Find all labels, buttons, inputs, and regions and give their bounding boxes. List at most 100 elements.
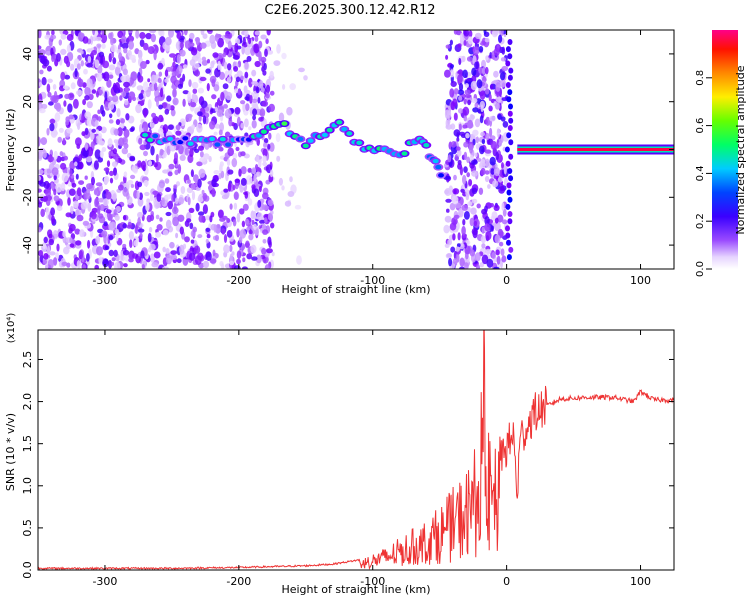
- spectrogram-burst-blob: [507, 53, 513, 60]
- spectrogram-noise-blob: [241, 46, 245, 55]
- spectrogram-noise-blob: [108, 119, 114, 124]
- spectrogram-noise-blob: [484, 37, 490, 43]
- spectrogram-noise-blob: [234, 88, 239, 94]
- spectrogram-noise-blob: [242, 102, 246, 113]
- spectrogram-noise-blob: [484, 175, 490, 183]
- spectrogram-noise-blob: [198, 211, 205, 216]
- spectrogram-noise-blob: [232, 55, 240, 60]
- y-tick-label: 40: [21, 47, 34, 61]
- spectrogram-noise-blob: [86, 63, 93, 68]
- spectrogram-burst-blob: [508, 139, 514, 146]
- spectrogram-noise-blob: [217, 209, 224, 219]
- spectrogram-noise-blob: [86, 183, 93, 190]
- spectrogram-noise-blob: [85, 192, 91, 200]
- spectrogram-noise-blob: [111, 161, 118, 168]
- spectrogram-noise-blob: [467, 36, 473, 45]
- spectrogram-noise-blob: [496, 255, 501, 265]
- spectrogram-burst-blob: [507, 125, 513, 131]
- spectrogram-noise-blob: [124, 86, 130, 93]
- spectrogram-noise-blob: [444, 189, 450, 195]
- spectrogram-noise-blob: [248, 126, 252, 131]
- spectrogram-noise-blob: [481, 67, 486, 75]
- spectrogram-noise-blob: [478, 187, 484, 195]
- spectrogram-noise-blob: [244, 118, 249, 128]
- spectrogram-noise-blob: [187, 179, 191, 184]
- spectrogram-noise-blob: [42, 259, 47, 265]
- spectrogram-noise-blob: [219, 161, 224, 167]
- spectrogram-burst-blob: [505, 160, 511, 167]
- colorbar-tick-label: 0.6: [695, 118, 706, 134]
- spectrogram-burst-blob: [508, 103, 513, 110]
- spectrogram-noise-blob: [139, 144, 147, 151]
- spectrogram-noise-blob: [94, 149, 102, 160]
- spectrogram-noise-blob: [84, 111, 92, 119]
- spectrogram-noise-blob: [189, 59, 196, 67]
- spectrogram-noise-blob: [83, 68, 88, 75]
- spectrogram-noise-blob: [108, 234, 114, 241]
- spectrogram-noise-blob: [454, 202, 462, 209]
- spectrogram-noise-blob: [85, 156, 93, 163]
- spectrogram-noise-blob: [52, 95, 59, 104]
- y-tick-label: 0: [21, 146, 34, 153]
- spectrogram-noise-blob: [56, 205, 63, 211]
- spectrogram-burst-blob: [506, 132, 512, 139]
- spectrogram-noise-blob: [217, 37, 225, 48]
- spectrogram-noise-blob: [162, 266, 169, 269]
- spectrogram-noise-blob: [76, 89, 83, 96]
- spectrogram-noise-blob: [284, 200, 292, 207]
- spectrogram-noise-blob: [128, 258, 134, 263]
- spectrogram-noise-blob: [62, 230, 66, 238]
- spectrogram-noise-blob: [171, 194, 175, 203]
- spectrogram-noise-blob: [97, 116, 102, 122]
- spectrogram-noise-blob: [197, 87, 204, 94]
- spectrogram-noise-blob: [174, 197, 179, 205]
- spectrogram-noise-blob: [148, 160, 152, 167]
- spectrogram-noise-blob: [121, 36, 127, 44]
- spectrogram-noise-blob: [103, 71, 110, 82]
- spectrogram-noise-blob: [205, 68, 211, 74]
- spectrogram-noise-blob: [479, 90, 486, 100]
- spectrogram-noise-blob: [130, 184, 135, 188]
- spectrogram-noise-blob: [194, 245, 201, 254]
- snr-panel: -300 -200 -100 0 100 0.0 0.5 1.0 1.5 2.0 2.5 Heig…: [4, 313, 675, 596]
- spectrogram-noise-blob: [123, 171, 128, 178]
- spectrogram-noise-blob: [205, 239, 209, 244]
- spectrogram-noise-blob: [267, 213, 273, 221]
- spectrogram-y-ticks: -40 -20 0 20 40: [21, 47, 674, 254]
- spectrogram-noise-blob: [171, 71, 177, 78]
- spectrogram-noise-blob: [269, 70, 274, 79]
- spectrogram-noise-blob: [162, 246, 166, 253]
- spectrogram-noise-blob: [74, 228, 81, 235]
- spectrogram-noise-blob: [258, 116, 264, 122]
- colorbar-tick-label: 0.0: [695, 261, 706, 277]
- spectrogram-noise-blob: [498, 241, 504, 247]
- spectrogram-noise-blob: [221, 194, 229, 200]
- spectrogram-noise-blob: [471, 198, 478, 204]
- spectrogram-noise-blob: [149, 122, 155, 129]
- spectrogram-noise-blob: [53, 188, 57, 196]
- spectrogram-noise-blob: [86, 78, 93, 88]
- spectrogram-noise-blob: [109, 177, 114, 184]
- spectrogram-noise-blob: [137, 228, 145, 233]
- spectrogram-noise-blob: [223, 104, 228, 109]
- spectrogram-noise-blob: [212, 249, 216, 257]
- spectrogram-noise-blob: [494, 144, 500, 149]
- spectrogram-signal-blob: [341, 127, 348, 132]
- spectrogram-noise-blob: [110, 207, 115, 215]
- spectrogram-noise-blob: [496, 128, 501, 138]
- spectrogram-noise-blob: [449, 222, 457, 231]
- spectrogram-noise-blob: [255, 171, 262, 177]
- spectrogram-noise-blob: [450, 64, 454, 69]
- spectrogram-noise-blob: [91, 212, 97, 220]
- spectrogram-noise-blob: [65, 116, 70, 123]
- spectrogram-noise-blob: [261, 204, 269, 211]
- spectrogram-noise-blob: [143, 42, 149, 51]
- spectrogram-noise-blob: [474, 118, 481, 128]
- y-tick-label: 1.0: [21, 477, 34, 495]
- spectrogram-noise-blob: [474, 32, 482, 40]
- spectrogram-noise-blob: [161, 197, 165, 206]
- spectrogram-noise-blob: [82, 99, 86, 106]
- spectrogram-noise-blob: [218, 129, 223, 136]
- spectrogram-noise-blob: [464, 83, 469, 89]
- x-tick-label: -200: [226, 274, 251, 287]
